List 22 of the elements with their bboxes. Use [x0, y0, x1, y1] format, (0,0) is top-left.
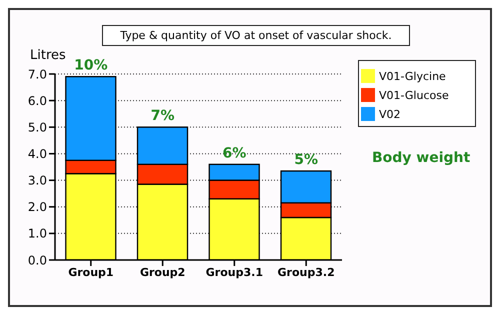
annotation: 7%	[150, 108, 175, 124]
y-tick-label: 0.0	[28, 253, 47, 268]
annotation: 5%	[294, 152, 318, 168]
y-tick-label: 7.0	[28, 67, 47, 82]
x-tick-label: Group2	[140, 266, 186, 279]
x-tick-label: Group1	[68, 266, 114, 279]
y-tick-label: 3.0	[28, 174, 47, 188]
y-axis-title: Litres	[30, 48, 66, 63]
annotation: 10%	[74, 58, 108, 74]
x-tick-label: Group3.1	[206, 266, 263, 279]
y-tick-label: 5.0	[28, 120, 47, 134]
chart-title: Type & quantity of VO at onset of vascular shock.	[102, 25, 410, 46]
text: Body weight	[372, 150, 470, 166]
legend-label: V01-Glucose	[379, 89, 449, 102]
legend-label: V02	[379, 108, 401, 121]
y-tick-label: 1.0	[28, 226, 47, 241]
annotation: 6%	[222, 145, 246, 162]
y-tick-label: 6.0	[28, 94, 47, 108]
y-tick-label: 4.0	[28, 146, 47, 161]
legend-label: V01-Glycine	[379, 70, 446, 83]
x-tick-label: Group3.2	[278, 266, 335, 279]
y-tick-label: 2.0	[28, 200, 47, 214]
